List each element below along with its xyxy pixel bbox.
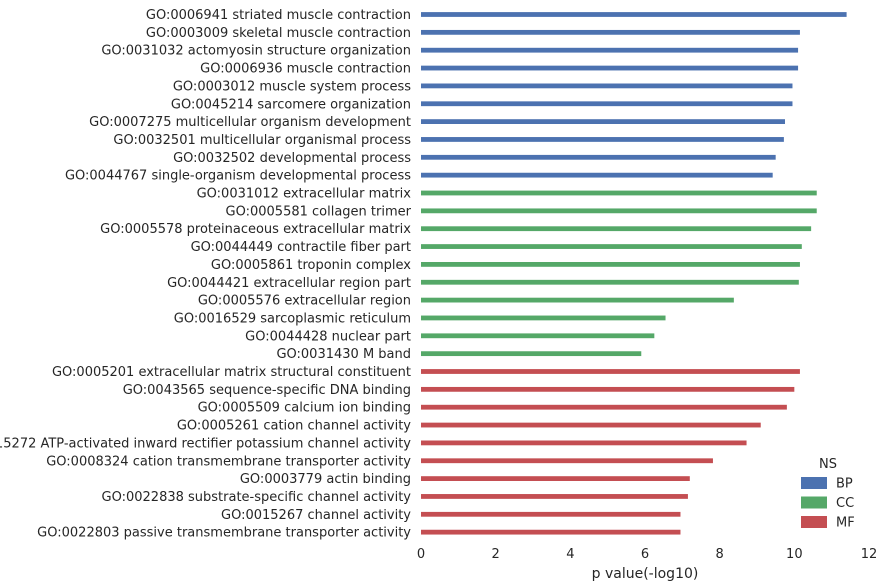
bar-bp: [421, 101, 793, 107]
term-label: GO:0003779 actin binding: [240, 472, 411, 487]
term-labels-group: GO:0006941 striated muscle contraction GO…: [0, 8, 412, 541]
x-tick-label: 8: [716, 547, 724, 562]
bar-mf: [421, 476, 690, 481]
bar-cc: [421, 297, 734, 303]
x-tick-label: 10: [786, 547, 803, 562]
term-label: GO:0007275 multicellular organism develo…: [89, 115, 411, 130]
bar-mf: [421, 494, 688, 499]
term-label: GO:0044449 contractile fiber part: [191, 240, 411, 255]
bar-mf: [421, 404, 787, 410]
term-label: GO:0005201 extracellular matrix structur…: [52, 365, 411, 380]
legend-swatch-bp: [801, 477, 827, 489]
bar-cc: [421, 190, 817, 196]
bar-cc: [421, 351, 642, 357]
term-label: GO:0006941 striated muscle contraction: [146, 8, 411, 23]
bar-mf: [421, 440, 747, 446]
term-label: GO:0005576 extracellular region: [198, 294, 411, 309]
legend-title: NS: [819, 457, 837, 472]
bar-bp: [421, 172, 773, 178]
term-label: GO:0044428 nuclear part: [245, 329, 411, 344]
bar-bp: [421, 29, 800, 35]
bar-mf: [421, 422, 761, 428]
term-label: GO:0022838 substrate-specific channel ac…: [102, 490, 412, 505]
term-label: GO:0031012 extracellular matrix: [197, 187, 412, 202]
term-label: GO:0005581 collagen trimer: [226, 204, 412, 219]
term-label: GO:0003012 muscle system process: [173, 79, 411, 94]
bar-bp: [421, 47, 799, 53]
bar-mf: [421, 511, 681, 517]
x-tick-label: 12: [861, 547, 878, 562]
term-label: GO:0032502 developmental process: [173, 151, 411, 166]
legend-swatch-mf: [801, 516, 827, 528]
term-label: GO:0005578 proteinaceous extracellular m…: [100, 222, 411, 237]
bar-cc: [421, 244, 802, 249]
bar-bp: [421, 83, 793, 89]
legend: NS BP CC MF: [801, 457, 855, 531]
bar-cc: [421, 333, 655, 339]
term-label: GO:0031430 M band: [276, 347, 411, 362]
x-tick-label: 2: [492, 547, 500, 562]
legend-label-bp: BP: [836, 477, 853, 492]
term-label: GO:0015267 channel activity: [221, 508, 411, 523]
term-label: GO:0032501 multicellular organismal proc…: [113, 133, 411, 148]
bar-cc: [421, 208, 817, 214]
legend-label-mf: MF: [836, 516, 855, 531]
bar-cc: [421, 226, 812, 232]
bar-mf: [421, 386, 795, 392]
bar-mf: [421, 458, 713, 464]
term-label: GO:0003009 skeletal muscle contraction: [146, 26, 411, 41]
x-tick-label: 4: [566, 547, 574, 562]
term-label: GO:0044421 extracellular region part: [167, 276, 411, 291]
term-label: GO:0005861 troponin complex: [211, 258, 411, 273]
bar-cc: [421, 279, 799, 285]
term-label: GO:0015272 ATP-activated inward rectifie…: [0, 436, 411, 451]
term-label: GO:0006936 muscle contraction: [200, 62, 411, 77]
x-tick-labels-group: 0 2 4 6 8 10 12: [417, 547, 877, 562]
term-label: GO:0045214 sarcomere organization: [171, 97, 411, 112]
x-tick-label: 0: [417, 547, 425, 562]
term-label: GO:0005261 cation channel activity: [177, 419, 411, 434]
bar-bp: [421, 119, 785, 124]
term-label: GO:0031032 actomyosin structure organiza…: [101, 44, 411, 59]
bar-bp: [421, 65, 799, 71]
legend-label-cc: CC: [836, 496, 854, 511]
bar-cc: [421, 262, 800, 267]
legend-swatch-cc: [801, 496, 827, 509]
x-axis-label: p value(-log10): [592, 566, 699, 582]
bar-bp: [421, 12, 847, 17]
term-label: GO:0016529 sarcoplasmic reticulum: [174, 311, 411, 326]
x-tick-label: 6: [641, 547, 649, 562]
term-label: GO:0005509 calcium ion binding: [198, 401, 411, 416]
term-label: GO:0022803 passive transmembrane transpo…: [37, 526, 411, 541]
term-label: GO:0044767 single-organism developmental…: [65, 169, 411, 184]
bar-cc: [421, 315, 666, 321]
bars-group: [421, 12, 847, 535]
bar-mf: [421, 369, 800, 374]
term-label: GO:0008324 cation transmembrane transpor…: [46, 454, 411, 469]
bar-bp: [421, 154, 776, 160]
term-label: GO:0043565 sequence-specific DNA binding: [123, 383, 411, 398]
bar-bp: [421, 137, 784, 142]
bar-mf: [421, 529, 681, 535]
